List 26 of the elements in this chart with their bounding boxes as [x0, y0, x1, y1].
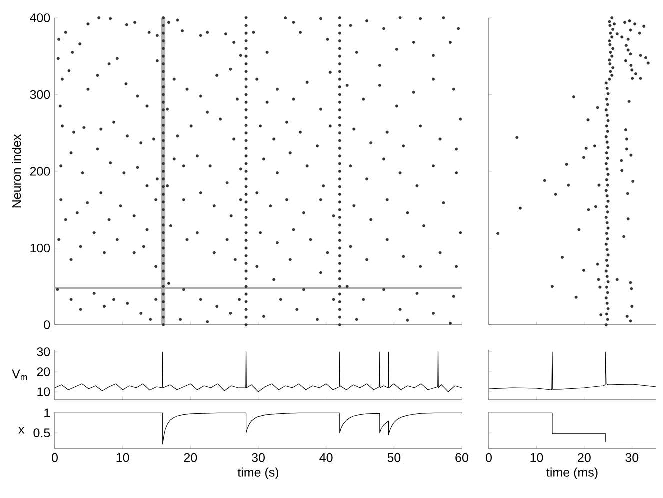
x-tick-label: 20	[578, 453, 591, 462]
x-tick-label: 30	[252, 453, 265, 462]
x-tick-label: 50	[388, 453, 401, 462]
y-tick-label: 200	[30, 167, 50, 176]
y-tick-label: 10	[38, 388, 50, 396]
x-tick-label: 60	[456, 453, 468, 462]
x-tick-label: 30	[626, 453, 639, 462]
y-tick-label: 0.5	[34, 428, 50, 438]
x-tick-label: 20	[184, 453, 198, 462]
x-tick-label: 10	[530, 453, 544, 462]
y-tick-label: 100	[30, 244, 50, 253]
y-tick-label: 0	[44, 320, 50, 330]
x-tick-label: 0	[52, 453, 58, 462]
y-axis-title: Neuron index	[12, 134, 22, 208]
x-axis-title: time (s)	[238, 468, 279, 480]
y-axis-title: x	[18, 427, 25, 434]
x-tick-label: 40	[320, 453, 333, 462]
x-tick-label: 0	[486, 453, 492, 462]
y-tick-label: 30	[37, 348, 50, 356]
y-axis-title: V$_{m}$	[12, 370, 28, 380]
x-axis-title: time (ms)	[546, 468, 598, 480]
y-tick-label: 400	[30, 14, 50, 22]
y-tick-label: 20	[37, 368, 50, 376]
x-tick-label: 10	[116, 453, 130, 462]
y-tick-label: 300	[30, 90, 50, 100]
y-tick-label: 1	[44, 408, 50, 418]
